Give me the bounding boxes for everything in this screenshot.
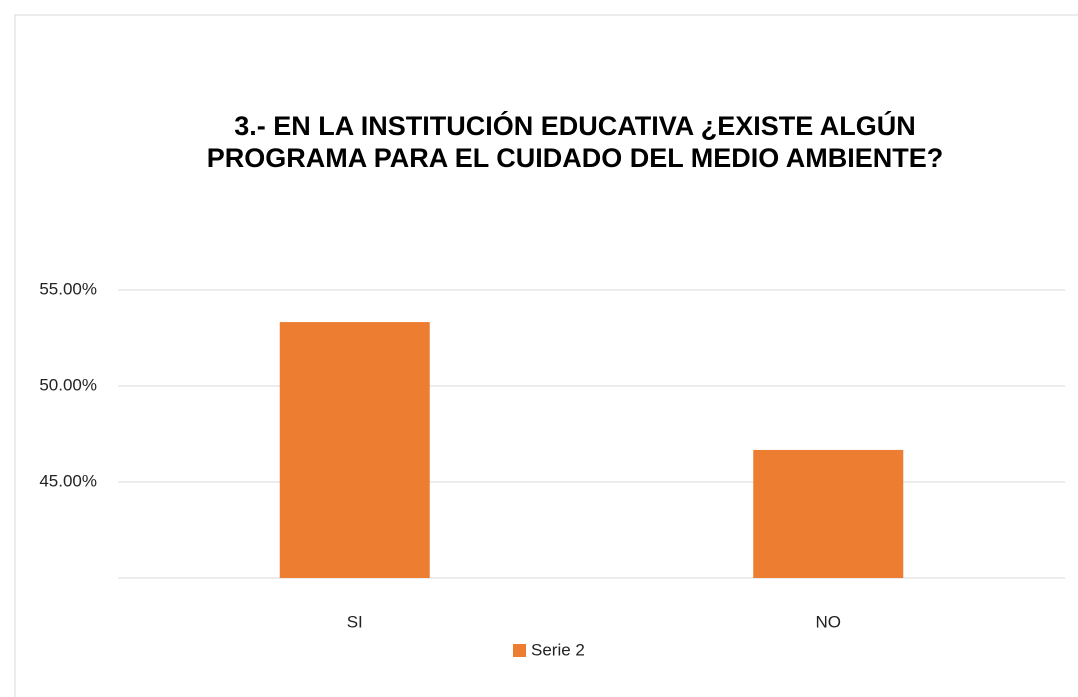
- y-tick-label: 50.00%: [39, 375, 97, 394]
- x-tick-label: NO: [816, 612, 842, 631]
- legend-swatch: [513, 644, 526, 657]
- y-tick-label: 45.00%: [39, 471, 97, 490]
- chart-title: 3.- EN LA INSTITUCIÓN EDUCATIVA ¿EXISTE …: [206, 111, 944, 173]
- y-tick-label: 55.00%: [39, 279, 97, 298]
- x-tick-label: SI: [347, 612, 363, 631]
- chart-frame: [14, 14, 1078, 697]
- legend-label: Serie 2: [531, 640, 585, 659]
- bar: [753, 449, 904, 578]
- bar: [279, 322, 430, 578]
